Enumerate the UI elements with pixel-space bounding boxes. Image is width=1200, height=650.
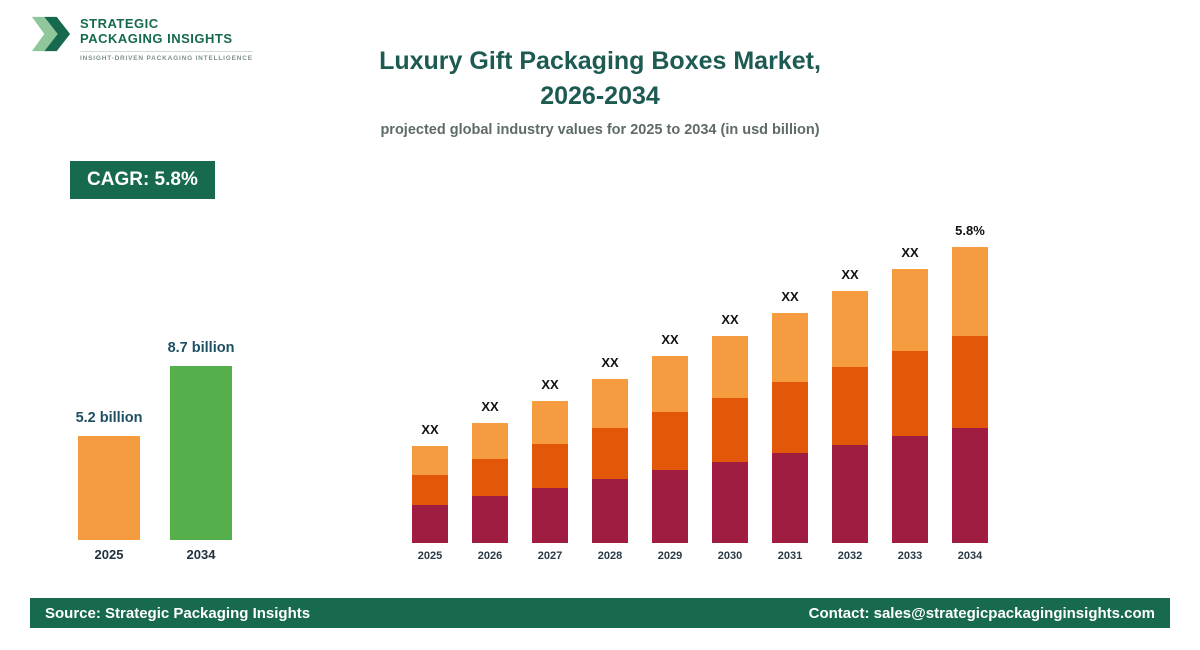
bar-annotation: 5.8%: [955, 223, 985, 238]
mini-bar-column-2034: 8.7 billion 2034: [167, 340, 235, 562]
bar-segment: [412, 505, 448, 543]
stacked-bar: [832, 291, 868, 543]
bar-year-label: 2029: [657, 550, 683, 562]
stacked-bar: [412, 446, 448, 543]
stacked-bar-column-2026: XX 2026: [472, 399, 508, 562]
stacked-bar: [472, 423, 508, 543]
bar-segment: [772, 313, 808, 382]
stacked-bar: [712, 336, 748, 543]
bar-segment: [712, 336, 748, 398]
stacked-bar-column-2034: 5.8% 2034: [952, 223, 988, 562]
bar-annotation: XX: [781, 289, 799, 304]
bar-segment: [952, 247, 988, 336]
bar-segment: [472, 423, 508, 459]
mini-bar-value-label: 8.7 billion: [167, 340, 235, 356]
logo-text: STRATEGIC PACKAGING INSIGHTS INSIGHT-DRI…: [80, 14, 253, 62]
mini-comparison-chart: 5.2 billion 2025 8.7 billion 2034: [75, 340, 235, 562]
stacked-bar-column-2025: XX 2025: [412, 422, 448, 562]
bar-segment: [652, 412, 688, 470]
stacked-bar-column-2029: XX 2029: [652, 332, 688, 562]
logo-chevron-icon: [31, 16, 71, 52]
bar-annotation: XX: [421, 422, 439, 437]
bar-segment: [832, 367, 868, 445]
bar-segment: [532, 401, 568, 444]
stacked-bar: [652, 356, 688, 543]
bar-segment: [472, 459, 508, 496]
bar-segment: [832, 291, 868, 367]
stacked-bar: [592, 379, 628, 543]
bar-annotation: XX: [661, 332, 679, 347]
bar-segment: [592, 479, 628, 543]
bar-segment: [772, 382, 808, 453]
mini-bar-column-2025: 5.2 billion 2025: [75, 410, 143, 562]
page-title-line2: 2026-2034: [540, 82, 660, 110]
bar-segment: [952, 428, 988, 543]
footer-bar: Source: Strategic Packaging Insights Con…: [30, 598, 1170, 628]
bar-annotation: XX: [601, 355, 619, 370]
footer-contact: Contact: sales@strategicpackaginginsight…: [808, 604, 1155, 622]
bar-segment: [412, 446, 448, 475]
bar-year-label: 2026: [477, 550, 503, 562]
bar-year-label: 2030: [717, 550, 743, 562]
bar-segment: [832, 445, 868, 543]
page-subtitle: projected global industry values for 202…: [380, 122, 820, 138]
logo-line1: STRATEGIC: [80, 16, 159, 31]
stacked-bar: [952, 247, 988, 543]
stacked-bar-column-2028: XX 2028: [592, 355, 628, 562]
stacked-bar: [892, 269, 928, 543]
bar-segment: [592, 428, 628, 479]
bar-segment: [472, 496, 508, 543]
bar-segment: [592, 379, 628, 428]
bar-year-label: 2034: [957, 550, 983, 562]
stacked-bar-column-2027: XX 2027: [532, 377, 568, 562]
bar-annotation: XX: [721, 312, 739, 327]
bar-annotation: XX: [841, 267, 859, 282]
cagr-badge: CAGR: 5.8%: [70, 161, 215, 199]
bar-annotation: XX: [541, 377, 559, 392]
bar-year-label: 2031: [777, 550, 803, 562]
bar-year-label: 2032: [837, 550, 863, 562]
mini-bar-year-label: 2025: [94, 547, 124, 562]
mini-bar: [170, 366, 232, 540]
bar-segment: [712, 398, 748, 462]
logo-tagline: INSIGHT-DRIVEN PACKAGING INTELLIGENCE: [80, 51, 253, 62]
bar-annotation: XX: [481, 399, 499, 414]
header-titles: Luxury Gift Packaging Boxes Market, 2026…: [0, 44, 1200, 138]
stacked-bar-column-2033: XX 2033: [892, 245, 928, 562]
bar-year-label: 2025: [417, 550, 443, 562]
bar-annotation: XX: [901, 245, 919, 260]
bar-segment: [652, 356, 688, 412]
mini-bar-value-label: 5.2 billion: [75, 410, 143, 426]
bar-segment: [952, 336, 988, 428]
footer-source: Source: Strategic Packaging Insights: [45, 604, 311, 622]
page-title-line1: Luxury Gift Packaging Boxes Market,: [379, 47, 821, 75]
mini-bar-year-label: 2034: [186, 547, 216, 562]
stacked-bar: [772, 313, 808, 543]
bar-segment: [532, 444, 568, 488]
stacked-bar-column-2032: XX 2032: [832, 267, 868, 562]
mini-bar: [78, 436, 140, 540]
bar-year-label: 2028: [597, 550, 623, 562]
bar-segment: [892, 436, 928, 543]
bar-segment: [712, 462, 748, 543]
stacked-bar-column-2031: XX 2031: [772, 289, 808, 562]
bar-year-label: 2033: [897, 550, 923, 562]
bar-segment: [892, 351, 928, 436]
logo-line2: PACKAGING INSIGHTS: [80, 31, 233, 46]
bar-year-label: 2027: [537, 550, 563, 562]
stacked-bar-column-2030: XX 2030: [712, 312, 748, 562]
bar-segment: [532, 488, 568, 543]
logo: STRATEGIC PACKAGING INSIGHTS INSIGHT-DRI…: [30, 14, 253, 62]
stacked-bar: [532, 401, 568, 543]
page-title: Luxury Gift Packaging Boxes Market, 2026…: [0, 44, 1200, 114]
stacked-bar-chart: XX 2025 XX 2026 XX 2027 XX 2028 XX 2029 XX 2030 XX 20…: [412, 223, 988, 562]
bar-segment: [652, 470, 688, 543]
bar-segment: [412, 475, 448, 505]
bar-segment: [772, 453, 808, 543]
bar-segment: [892, 269, 928, 351]
